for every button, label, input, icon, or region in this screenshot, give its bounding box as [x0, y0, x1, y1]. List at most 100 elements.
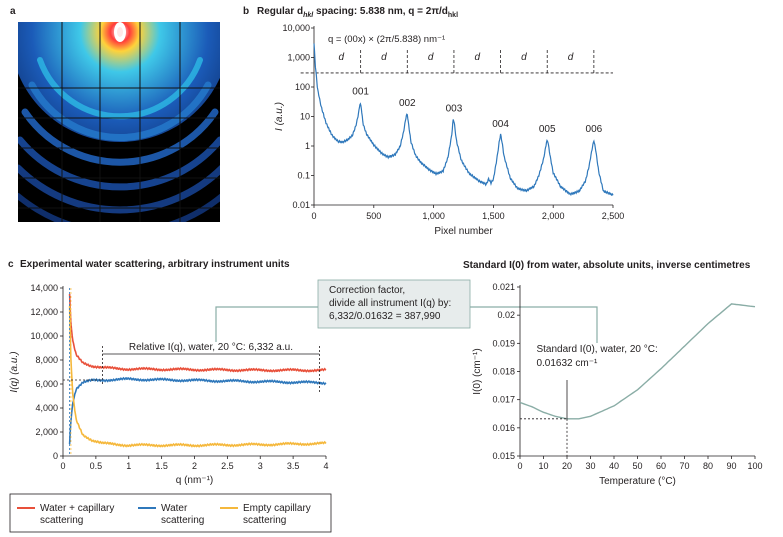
legend: Water + capillary scattering Water scatt… — [9, 493, 332, 533]
spacing-label-d: d — [521, 52, 527, 63]
y-tick-label-b: 1,000 — [287, 53, 310, 63]
legend-item-water-capillary: Water + capillary scattering — [17, 503, 114, 526]
panel-label-a: a — [10, 6, 16, 17]
x-tick-label-c2: 40 — [609, 461, 619, 471]
y-axis-title-c1: I(q) (a.u.) — [9, 351, 20, 392]
standard-annotation-2: 0.01632 cm⁻¹ — [536, 358, 598, 369]
legend-label-1b: scattering — [40, 515, 83, 526]
legend-box — [9, 493, 332, 533]
legend-label-3b: scattering — [243, 515, 286, 526]
legend-label-2a: Water — [161, 503, 188, 514]
peak-label-003: 003 — [446, 103, 463, 114]
panel-c-right-title: Standard I(0) from water, absolute units… — [463, 260, 751, 271]
x-tick-label-b: 2,000 — [542, 211, 565, 221]
legend-label-3a: Empty capillary — [243, 503, 311, 514]
callout-box — [317, 279, 471, 329]
correction-callout: Correction factor, divide all instrument… — [215, 279, 598, 343]
x-tick-label-c2: 30 — [585, 461, 595, 471]
x-axis-title-c1: q (nm⁻¹) — [176, 475, 214, 486]
y-axis-title-b: I (a.u.) — [274, 102, 285, 131]
y-tick-label-c2: 0.021 — [492, 282, 515, 292]
peak-label-006: 006 — [586, 124, 603, 135]
x-tick-label-c1: 3.5 — [287, 461, 300, 471]
panel-b-chart: 0.01 0.1 1 10 100 1,000 10,000 0 500 1,000 1,500 2,… — [274, 23, 624, 237]
y-tick-label-c1: 0 — [53, 451, 58, 461]
x-tick-label-c1: 4 — [323, 461, 328, 471]
x-tick-label-c1: 0 — [60, 461, 65, 471]
x-tick-label-c2: 70 — [679, 461, 689, 471]
callout-line2: divide all instrument I(q) by: — [329, 298, 451, 309]
x-tick-label-c1: 3 — [258, 461, 263, 471]
panel-b-title: Regular dhkl spacing: 5.838 nm, q = 2π/d… — [257, 6, 458, 19]
panel-c-left-chart: 0 2,000 4,000 6,000 8,000 10,000 12,000 14,000 0… — [9, 283, 329, 486]
callout-line1: Correction factor, — [329, 285, 405, 296]
series-scattering-intensity — [313, 43, 614, 197]
panel-label-c: c — [8, 259, 14, 270]
x-axis-title-b: Pixel number — [434, 226, 493, 237]
y-tick-label-b: 0.01 — [292, 200, 310, 210]
x-axis-title-c2: Temperature (°C) — [599, 476, 676, 487]
panel-label-b: b — [243, 6, 249, 17]
spacing-label-d: d — [339, 52, 345, 63]
series-empty-capillary — [68, 305, 327, 448]
y-tick-label-c1: 4,000 — [35, 403, 58, 413]
spacing-label-d: d — [428, 52, 434, 63]
x-tick-label-c1: 0.5 — [90, 461, 103, 471]
y-tick-label-c1: 10,000 — [30, 331, 58, 341]
x-tick-label-c2: 50 — [632, 461, 642, 471]
x-tick-label-c2: 80 — [703, 461, 713, 471]
callout-line3: 6,332/0.01632 = 387,990 — [329, 311, 441, 322]
panel-c-left-title: Experimental water scattering, arbitrary… — [20, 259, 290, 270]
y-tick-label-c2: 0.02 — [497, 310, 515, 320]
formula-label: q = (00x) × (2π/5.838) nm⁻¹ — [328, 34, 445, 45]
x-tick-label-b: 500 — [366, 211, 381, 221]
x-tick-label-c2: 10 — [538, 461, 548, 471]
x-tick-label-c1: 1.5 — [155, 461, 168, 471]
y-tick-label-b: 100 — [295, 82, 310, 92]
y-tick-label-b: 10 — [300, 112, 310, 122]
peak-label-002: 002 — [399, 98, 416, 109]
x-tick-label-c2: 90 — [726, 461, 736, 471]
peak-label-004: 004 — [492, 119, 509, 130]
y-tick-label-c1: 8,000 — [35, 355, 58, 365]
x-tick-label-c2: 20 — [562, 461, 572, 471]
y-tick-label-c1: 14,000 — [30, 283, 58, 293]
x-tick-label-c1: 2 — [192, 461, 197, 471]
x-tick-label-c2: 100 — [747, 461, 762, 471]
y-tick-label-c2: 0.016 — [492, 423, 515, 433]
x-tick-label-b: 2,500 — [602, 211, 625, 221]
relative-value-label: Relative I(q), water, 20 °C: 6,332 a.u. — [129, 342, 293, 353]
diffraction-image — [18, 22, 220, 222]
y-tick-label-c2: 0.019 — [492, 338, 515, 348]
y-tick-label-c1: 6,000 — [35, 379, 58, 389]
callout-connector-right — [470, 306, 598, 343]
legend-item-empty-capillary: Empty capillary scattering — [220, 503, 311, 526]
y-axis-title-c2: I(0) (cm⁻¹) — [472, 348, 483, 394]
y-tick-label-b: 0.1 — [297, 171, 310, 181]
x-tick-label-c1: 1 — [126, 461, 131, 471]
spacing-label-d: d — [474, 52, 480, 63]
panel-c-right-chart: 0.015 0.016 0.017 0.018 0.019 0.02 0.021 0 10 20 3… — [472, 282, 763, 487]
y-tick-label-c1: 2,000 — [35, 427, 58, 437]
standard-annotation-1: Standard I(0), water, 20 °C: — [536, 344, 657, 355]
spacing-label-d: d — [381, 52, 387, 63]
x-tick-label-c2: 0 — [517, 461, 522, 471]
legend-label-2b: scattering — [161, 515, 204, 526]
y-tick-label-b: 1 — [305, 141, 310, 151]
peak-label-001: 001 — [352, 86, 369, 97]
y-tick-label-c1: 12,000 — [30, 307, 58, 317]
callout-connector-left — [215, 306, 318, 342]
legend-item-water: Water scattering — [138, 503, 204, 526]
y-tick-label-b: 10,000 — [282, 23, 310, 33]
x-tick-label-b: 1,500 — [482, 211, 505, 221]
y-tick-label-c2: 0.018 — [492, 367, 515, 377]
peak-label-005: 005 — [539, 124, 556, 135]
x-tick-label-b: 0 — [311, 211, 316, 221]
series-water — [68, 376, 327, 445]
x-tick-label-b: 1,000 — [422, 211, 445, 221]
y-tick-label-c2: 0.017 — [492, 395, 515, 405]
x-tick-label-c1: 2.5 — [221, 461, 234, 471]
x-tick-label-c2: 60 — [656, 461, 666, 471]
y-tick-label-c2: 0.015 — [492, 451, 515, 461]
spacing-label-d: d — [568, 52, 574, 63]
